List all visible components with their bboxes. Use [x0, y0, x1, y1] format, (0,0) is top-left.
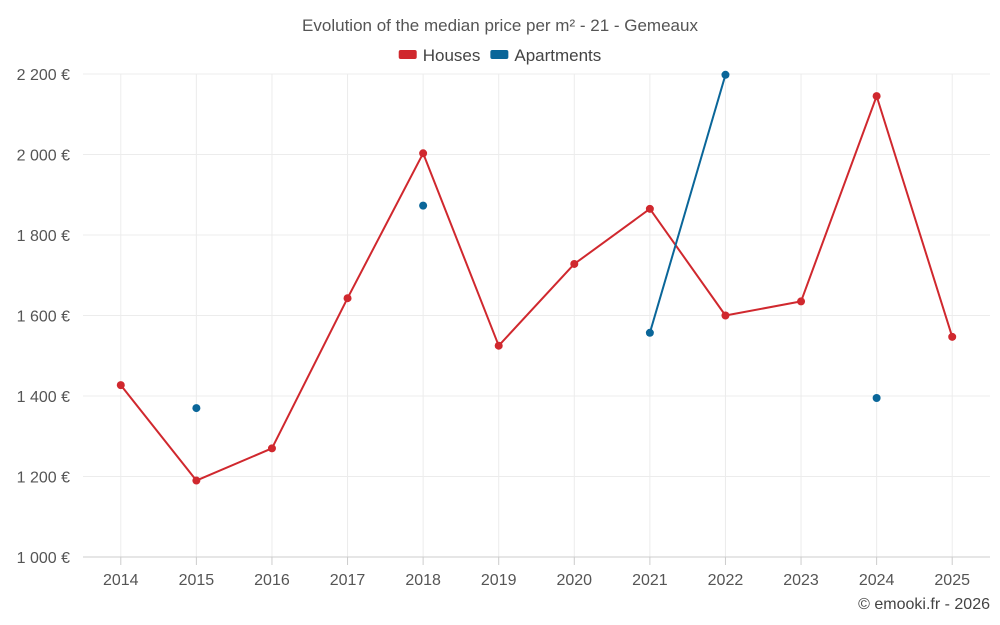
data-point[interactable] — [343, 294, 352, 303]
y-tick-label: 1 600 € — [17, 309, 70, 326]
y-tick-label: 2 200 € — [17, 67, 70, 84]
y-tick-label: 1 400 € — [17, 389, 70, 406]
y-axis: 1 000 € 1 200 € 1 400 € 1 600 € 1 800 € 2 000… — [17, 67, 70, 567]
series-line — [120, 95, 954, 482]
x-tick-label: 2022 — [708, 572, 744, 589]
legend-label: Houses — [423, 46, 481, 65]
data-point[interactable] — [116, 381, 125, 390]
data-point[interactable] — [645, 204, 654, 213]
x-axis: 2014 2015 2016 2017 2018 2019 2020 2021 2022 2023… — [83, 556, 990, 589]
data-point[interactable] — [494, 341, 503, 350]
x-tick-label: 2020 — [556, 572, 592, 589]
x-tick-label: 2017 — [330, 572, 366, 589]
data-point[interactable] — [570, 259, 579, 268]
data-point[interactable] — [645, 328, 654, 337]
data-point[interactable] — [419, 149, 428, 158]
data-point[interactable] — [419, 201, 428, 210]
data-point[interactable] — [192, 476, 201, 485]
y-tick-label: 1 200 € — [17, 470, 70, 487]
legend-item-houses[interactable]: Houses — [398, 46, 481, 65]
x-tick-label: 2024 — [859, 572, 895, 589]
chart-title: Evolution of the median price per m² - 2… — [302, 16, 698, 35]
credit-text: © emooki.fr - 2026 — [858, 596, 990, 613]
y-tick-label: 1 800 € — [17, 228, 70, 245]
grid — [83, 73, 990, 557]
x-tick-label: 2025 — [934, 572, 970, 589]
data-point[interactable] — [192, 404, 201, 413]
legend-item-apartments[interactable]: Apartments — [490, 46, 601, 65]
series-line — [648, 74, 727, 334]
x-tick-label: 2018 — [405, 572, 441, 589]
legend: Houses Apartments — [398, 46, 601, 65]
x-tick-label: 2023 — [783, 572, 819, 589]
x-tick-label: 2019 — [481, 572, 517, 589]
x-tick-label: 2021 — [632, 572, 668, 589]
series-houses — [116, 92, 957, 485]
data-point[interactable] — [721, 70, 730, 79]
series-apartments — [192, 70, 881, 413]
series-layer — [116, 70, 957, 485]
data-point[interactable] — [872, 92, 881, 101]
x-tick-label: 2014 — [103, 572, 139, 589]
legend-label: Apartments — [514, 46, 601, 65]
legend-swatch — [398, 50, 417, 59]
y-tick-label: 2 000 € — [17, 148, 70, 165]
y-tick-label: 1 000 € — [17, 550, 70, 567]
data-point[interactable] — [267, 444, 276, 453]
data-point[interactable] — [797, 297, 806, 306]
data-point[interactable] — [721, 311, 730, 320]
x-tick-label: 2016 — [254, 572, 290, 589]
x-tick-label: 2015 — [179, 572, 215, 589]
data-point[interactable] — [948, 332, 957, 341]
data-point[interactable] — [872, 394, 881, 403]
legend-swatch — [490, 50, 509, 59]
